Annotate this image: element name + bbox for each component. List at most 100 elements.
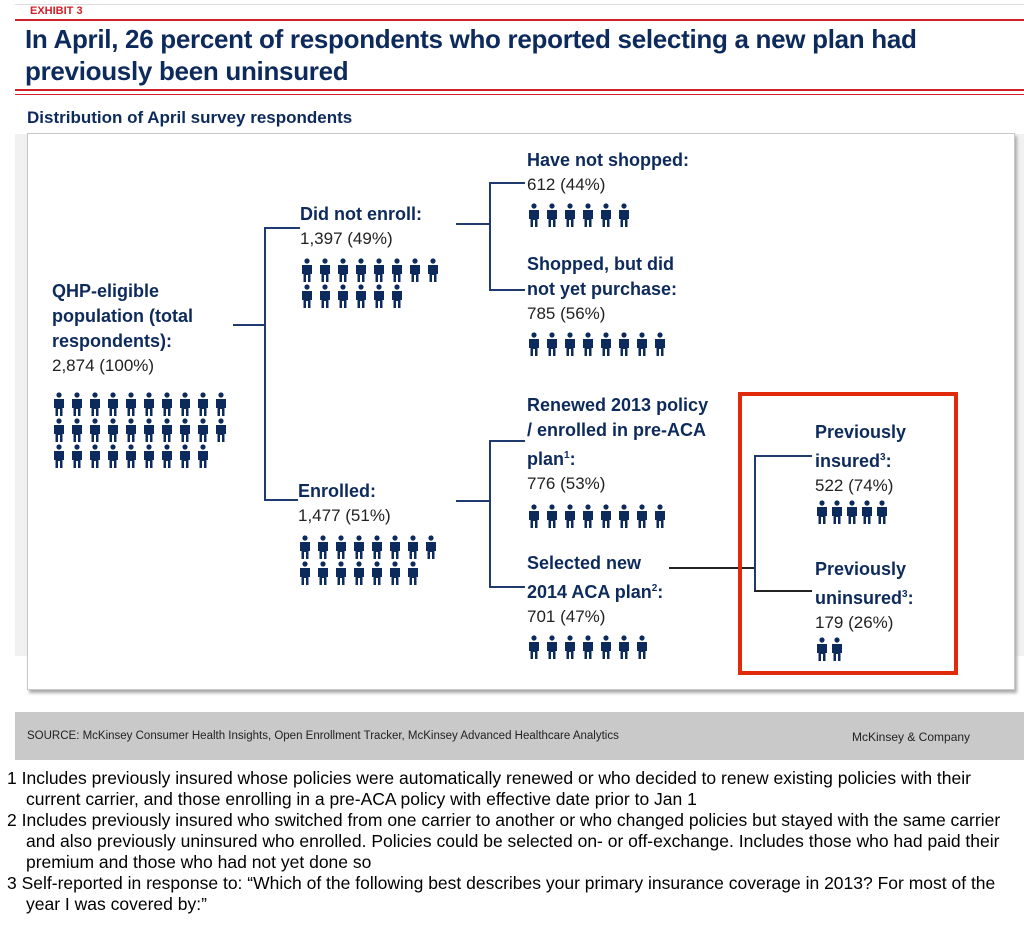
connector — [489, 586, 525, 588]
person-icon — [124, 444, 138, 468]
person-icon — [106, 418, 120, 442]
connector — [489, 182, 525, 184]
person-icon — [142, 444, 156, 468]
person-icon — [830, 637, 844, 661]
person-icon — [52, 418, 66, 442]
node-not-enrolled: Did not enroll: 1,397 (49%) — [300, 202, 470, 308]
person-icon — [653, 504, 667, 528]
footnote: 2 Includes previously insured who switch… — [7, 810, 1001, 872]
person-icon — [70, 418, 84, 442]
highlight-box — [738, 392, 958, 675]
person-icon — [300, 258, 314, 282]
person-icon — [424, 535, 438, 559]
person-icon — [160, 444, 174, 468]
icon-row — [52, 418, 242, 442]
node-enrolled: Enrolled: 1,477 (51%) — [298, 479, 468, 585]
person-icon — [52, 444, 66, 468]
icon-row — [527, 635, 687, 659]
connector — [489, 440, 491, 588]
icon-group — [527, 635, 687, 659]
person-icon — [617, 635, 631, 659]
person-icon — [545, 332, 559, 356]
node-count: 522 (74%) — [815, 476, 894, 495]
person-icon — [563, 203, 577, 227]
red-rule — [15, 94, 1024, 95]
person-icon — [408, 258, 422, 282]
person-icon — [599, 635, 613, 659]
person-icon — [563, 332, 577, 356]
person-icon — [298, 561, 312, 585]
node-count: 701 (47%) — [527, 607, 606, 626]
node-label: Have not shopped: — [527, 150, 690, 170]
node-label: Shopped, but did not yet purchase: — [527, 254, 678, 299]
node-label: Enrolled: — [298, 481, 377, 501]
person-icon — [527, 635, 541, 659]
person-icon — [178, 444, 192, 468]
icon-row — [300, 284, 460, 308]
person-icon — [334, 535, 348, 559]
person-icon — [298, 535, 312, 559]
person-icon — [527, 332, 541, 356]
person-icon — [318, 258, 332, 282]
icon-row — [300, 258, 460, 282]
person-icon — [390, 284, 404, 308]
red-rule — [15, 19, 1024, 21]
connector — [264, 499, 298, 501]
person-icon — [316, 561, 330, 585]
person-icon — [617, 332, 631, 356]
person-icon — [196, 418, 210, 442]
icon-row — [815, 637, 915, 661]
node-renewed: Renewed 2013 policy / enrolled in pre-AC… — [527, 393, 712, 528]
person-icon — [372, 284, 386, 308]
node-count: 179 (26%) — [815, 613, 894, 632]
person-icon — [563, 504, 577, 528]
person-icon — [581, 203, 595, 227]
person-icon — [88, 444, 102, 468]
person-icon — [336, 258, 350, 282]
person-icon — [860, 500, 874, 524]
person-icon — [160, 418, 174, 442]
connector — [754, 455, 756, 592]
icon-row — [298, 561, 458, 585]
icon-group — [52, 392, 242, 468]
connector — [754, 590, 812, 592]
person-icon — [599, 203, 613, 227]
person-icon — [142, 392, 156, 416]
icon-row — [52, 444, 242, 468]
person-icon — [318, 284, 332, 308]
person-icon — [370, 535, 384, 559]
person-icon — [617, 203, 631, 227]
person-icon — [196, 444, 210, 468]
person-icon — [370, 561, 384, 585]
source-text: SOURCE: McKinsey Consumer Health Insight… — [27, 730, 619, 742]
icon-group — [527, 332, 687, 356]
node-label: Selected new 2014 ACA plan2: — [527, 553, 664, 602]
node-prev-uninsured: Previously uninsured3: 179 (26%) — [815, 557, 935, 661]
diagram-panel — [27, 133, 1015, 690]
connector — [264, 227, 300, 229]
person-icon — [336, 284, 350, 308]
source-bar — [15, 712, 1024, 760]
person-icon — [545, 203, 559, 227]
footnotes: 1 Includes previously insured whose poli… — [7, 768, 1017, 915]
icon-row — [298, 535, 458, 559]
icon-group — [298, 535, 458, 585]
person-icon — [352, 561, 366, 585]
person-icon — [388, 535, 402, 559]
person-icon — [815, 637, 829, 661]
person-icon — [70, 444, 84, 468]
node-not-shopped: Have not shopped: 612 (44%) — [527, 148, 717, 227]
person-icon — [581, 332, 595, 356]
footnote: 1 Includes previously insured whose poli… — [7, 768, 971, 809]
node-count: 776 (53%) — [527, 474, 606, 493]
person-icon — [178, 418, 192, 442]
node-label: Did not enroll: — [300, 204, 422, 224]
node-count: 1,397 (49%) — [300, 229, 393, 248]
brand-text: McKinsey & Company — [852, 730, 971, 744]
person-icon — [406, 535, 420, 559]
person-icon — [388, 561, 402, 585]
node-count: 785 (56%) — [527, 304, 606, 323]
person-icon — [545, 635, 559, 659]
person-icon — [599, 332, 613, 356]
person-icon — [581, 504, 595, 528]
